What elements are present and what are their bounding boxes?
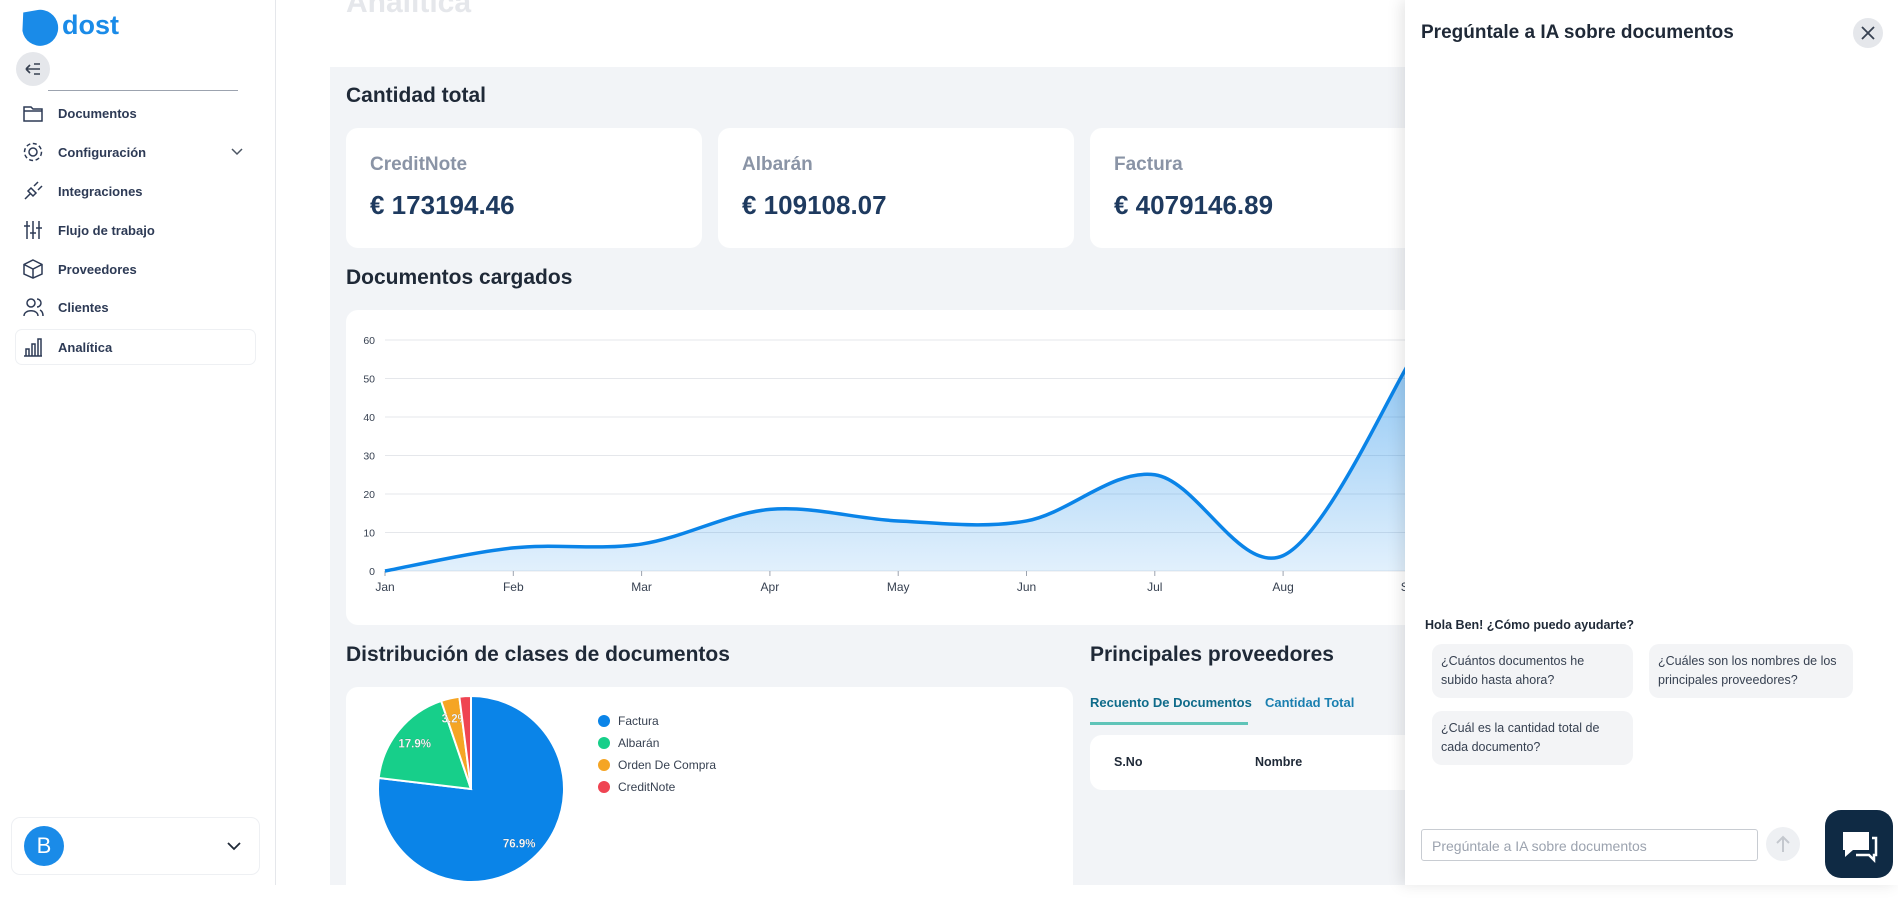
chat-panel: Pregúntale a IA sobre documentos Hola Be…	[1405, 0, 1898, 885]
y-tick-label: 50	[363, 374, 375, 386]
section-heading: Distribución de clases de documentos	[346, 643, 730, 666]
x-tick-label: Jan	[375, 580, 394, 594]
tab[interactable]: Cantidad Total	[1265, 695, 1355, 710]
slice-label: 17.9%	[398, 738, 431, 750]
nav-item[interactable]: Clientes	[16, 290, 255, 324]
line	[384, 358, 1413, 573]
close-button[interactable]	[1853, 18, 1883, 48]
icon	[23, 142, 43, 162]
divider	[48, 90, 238, 91]
logo-text: dost	[62, 10, 119, 40]
total-card: Albarán € 109108.07	[718, 128, 1074, 248]
legend-swatch	[598, 737, 610, 749]
suggestion-chip[interactable]: ¿Cuántos documentos he subido hasta ahor…	[1432, 644, 1633, 698]
nav-label: Configuración	[58, 144, 147, 160]
nav-item[interactable]: Configuración	[16, 135, 255, 169]
logo-icon	[22, 9, 59, 46]
x-tick-label: Apr	[761, 580, 780, 594]
nav-label: Documentos	[58, 105, 137, 121]
chevron	[231, 148, 243, 156]
collapse-button[interactable]	[16, 52, 50, 86]
x-tick-label: Aug	[1272, 580, 1293, 594]
x-tick-label: Jul	[1147, 580, 1162, 594]
area	[385, 359, 1412, 571]
nav-label: Analítica	[58, 339, 113, 355]
legend-label: Albarán	[618, 736, 659, 750]
nav-item[interactable]: Documentos	[16, 96, 255, 130]
suggestion-chip[interactable]: ¿Cuáles son los nombres de los principal…	[1649, 644, 1853, 698]
legend-swatch	[598, 781, 610, 793]
nav-label: Flujo de trabajo	[58, 222, 155, 238]
legend-swatch	[598, 715, 610, 727]
chat-title: Pregúntale a IA sobre documentos	[1421, 22, 1734, 43]
card-label: CreditNote	[370, 154, 468, 175]
icon	[23, 106, 43, 122]
chat-input[interactable]: Pregúntale a IA sobre documentos	[1421, 829, 1758, 861]
icon	[23, 259, 43, 279]
column-header: S.No	[1114, 755, 1143, 769]
y-tick-label: 10	[363, 528, 375, 540]
legend-label: CreditNote	[618, 780, 676, 794]
section-heading: Cantidad total	[346, 84, 486, 107]
chart-card: 76.9% 17.9% 3.2% Factura Albarán Orden De Com…	[346, 687, 1073, 897]
avatar: B	[24, 826, 64, 866]
icon	[24, 181, 43, 200]
legend-label: Orden De Compra	[618, 758, 716, 772]
send-icon	[1776, 835, 1790, 852]
suggestion-chip[interactable]: ¿Cuál es la cantidad total de cada docum…	[1432, 711, 1633, 765]
icon	[23, 298, 44, 317]
card-amount: € 109108.07	[742, 190, 887, 220]
y-tick-label: 30	[363, 451, 375, 463]
x-tick-label: Jun	[1017, 580, 1036, 594]
card-label: Factura	[1114, 154, 1183, 175]
y-tick-label: 60	[363, 335, 375, 347]
y-tick-label: 0	[369, 566, 375, 578]
tab-underline	[1090, 722, 1248, 725]
card-label: Albarán	[742, 154, 813, 175]
total-card: Factura € 4079146.89	[1090, 128, 1446, 248]
nav-label: Clientes	[58, 299, 109, 315]
card-amount: € 4079146.89	[1114, 190, 1274, 220]
icon	[24, 338, 42, 357]
nav-item[interactable]: Analítica	[16, 330, 255, 364]
slice-label: 76.9%	[503, 838, 536, 850]
input-placeholder: Pregúntale a IA sobre documentos	[1432, 838, 1647, 854]
icon	[24, 221, 42, 239]
page-title: Analítica	[346, 0, 472, 19]
chevron	[227, 842, 241, 851]
y-tick-label: 20	[363, 489, 375, 501]
greeting: Hola Ben! ¿Cómo puedo ayudarte?	[1425, 618, 1635, 632]
card-amount: € 173194.46	[370, 190, 515, 220]
nav-label: Proveedores	[58, 261, 137, 277]
nav-item[interactable]: Proveedores	[16, 252, 255, 286]
total-card: CreditNote € 173194.46	[346, 128, 702, 248]
close-icon	[1861, 26, 1875, 40]
user-menu[interactable]: B	[12, 818, 259, 874]
legend-label: Factura	[618, 714, 659, 728]
tab-active[interactable]: Recuento De Documentos	[1090, 695, 1252, 710]
x-tick-label: Feb	[503, 580, 524, 594]
legend-swatch	[598, 759, 610, 771]
section-heading: Documentos cargados	[346, 266, 573, 289]
x-tick-label: Mar	[631, 580, 652, 594]
nav-label: Integraciones	[58, 183, 143, 199]
column-header: Nombre	[1255, 755, 1303, 769]
section-heading: Principales proveedores	[1090, 643, 1334, 666]
nav-item[interactable]: Flujo de trabajo	[16, 213, 255, 247]
pie-slice	[458, 694, 472, 790]
nav-item[interactable]: Integraciones	[16, 174, 255, 208]
chat-launcher[interactable]	[1825, 810, 1893, 878]
y-tick-label: 40	[363, 412, 375, 424]
collapse-icon	[25, 63, 40, 75]
chat-icon	[1843, 832, 1878, 864]
x-tick-label: May	[887, 580, 910, 594]
sidebar: dost Documentos Configuración Integracio…	[0, 0, 276, 885]
send-button[interactable]	[1766, 827, 1800, 861]
